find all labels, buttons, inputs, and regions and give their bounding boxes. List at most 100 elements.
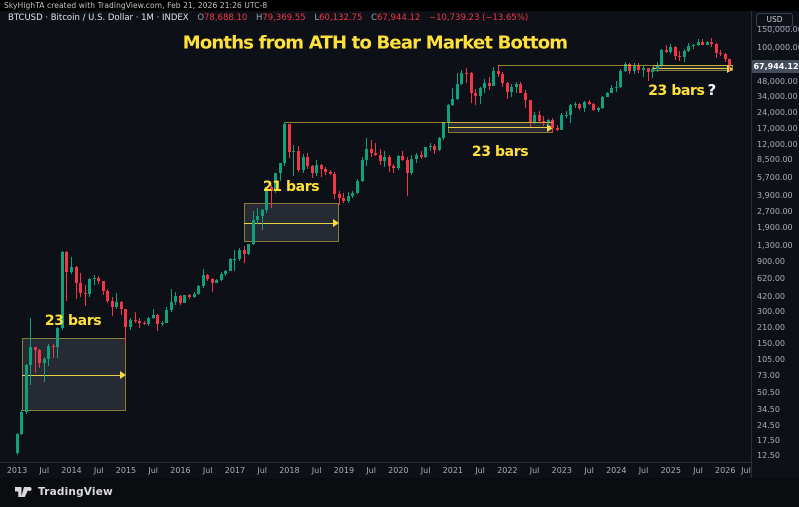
price-tick-label: 210.00	[757, 323, 785, 333]
candle	[660, 50, 664, 65]
candle-wick	[93, 274, 95, 286]
candle	[74, 267, 78, 284]
candle	[265, 187, 269, 210]
price-axis[interactable]: USD 150,000.00 100,000.00 48,000.00 34,000.…	[751, 0, 799, 478]
price-tick-label: 17,000.00	[757, 123, 798, 133]
price-tick-label: 24,000.00	[757, 108, 798, 118]
candle	[79, 283, 83, 293]
bars-count-label[interactable]: 23 bars	[45, 313, 102, 329]
tradingview-logo[interactable]: TradingView	[14, 485, 113, 499]
prior-ath-ray[interactable]	[498, 65, 734, 67]
bars-count-label[interactable]: 21 bars	[263, 179, 320, 195]
candle	[183, 295, 187, 303]
open-label: O	[197, 13, 205, 23]
candle	[138, 321, 142, 323]
candle	[224, 270, 228, 274]
candle	[101, 281, 105, 291]
tradingview-logo-text: TradingView	[38, 486, 113, 498]
time-tick-label: Jul	[148, 466, 159, 475]
bars-count-label[interactable]: 23 bars	[472, 144, 529, 160]
candle	[369, 149, 373, 153]
range-arrow-head	[333, 219, 340, 228]
ath-rays-layer	[284, 65, 734, 123]
candle	[623, 63, 627, 71]
time-tick-label: 2015	[115, 466, 137, 475]
time-tick-label: Jul	[257, 466, 267, 475]
annotation-labels-layer: Months from ATH to Bear Market Bottom 23…	[45, 32, 716, 330]
candle	[287, 123, 291, 152]
time-tick-label: 2025	[660, 466, 681, 475]
candle	[533, 114, 537, 122]
candle	[151, 314, 155, 319]
range-arrow-line	[448, 127, 549, 129]
chart-title-annotation[interactable]: Months from ATH to Bear Market Bottom	[182, 32, 568, 54]
low-label: L	[314, 13, 320, 23]
price-tick-label: 620.00	[757, 274, 785, 284]
chart-plot-area[interactable]: Months from ATH to Bear Market Bottom 23…	[0, 0, 751, 462]
candle	[119, 301, 123, 310]
candle	[405, 159, 409, 173]
candle	[469, 73, 473, 94]
candle-wick	[420, 151, 422, 159]
candle-wick	[565, 110, 567, 119]
candle	[319, 164, 323, 169]
prior-ath-ray[interactable]	[284, 121, 553, 123]
time-tick-label: Jul	[475, 466, 485, 475]
candle	[65, 251, 69, 272]
candle	[269, 187, 273, 191]
candle	[296, 151, 300, 170]
candle	[678, 56, 682, 58]
candle	[337, 194, 341, 198]
candle	[365, 149, 369, 160]
candle	[464, 72, 468, 74]
time-axis[interactable]: 2013 Jul 2014 Jul 2015 Jul 2016 Jul 2017 Jul 2018 J…	[0, 462, 751, 479]
candle	[237, 249, 241, 259]
bars-count-text: 23 bars	[648, 83, 705, 99]
candle	[387, 156, 391, 166]
range-boxes-layer	[21, 64, 734, 411]
candle	[551, 120, 555, 129]
candle	[519, 84, 523, 93]
candle-wick	[70, 257, 72, 274]
candle-wick	[711, 37, 713, 47]
symbol-title[interactable]: BTCUSD · Bitcoin / U.S. Dollar · 1M · IN…	[8, 13, 189, 23]
candle-wick	[465, 68, 467, 83]
candle	[328, 171, 332, 174]
candle	[324, 168, 328, 172]
candle-wick	[34, 346, 36, 373]
candle-wick	[66, 250, 68, 302]
price-tick-label: 300.00	[757, 307, 785, 317]
candle-wick	[370, 140, 372, 158]
price-tick-label: 12.50	[757, 451, 780, 461]
symbol-info-row[interactable]: BTCUSD · Bitcoin / U.S. Dollar · 1M · IN…	[8, 13, 528, 23]
candle	[392, 165, 396, 168]
candle-wick	[692, 43, 694, 50]
candle	[537, 114, 541, 122]
candle	[15, 434, 19, 453]
candle	[301, 156, 305, 170]
price-tick-label: 5,700.00	[757, 173, 793, 183]
range-arrow-line	[21, 374, 122, 376]
candle	[573, 104, 577, 106]
time-tick-label: 2013	[6, 466, 28, 475]
candle	[564, 114, 568, 116]
price-tick-label: 8,500.00	[757, 155, 793, 165]
price-tick-label: 17.50	[757, 436, 780, 446]
candle	[451, 98, 455, 105]
candle	[219, 273, 223, 280]
candle	[42, 359, 46, 364]
candle-wick	[393, 164, 395, 173]
candle	[133, 319, 137, 322]
candle	[455, 84, 459, 99]
time-tick-label: Jul	[638, 466, 649, 475]
candle	[292, 151, 296, 153]
candle	[24, 365, 28, 412]
price-tick-label: 105.00	[757, 354, 785, 364]
currency-toggle-button[interactable]: USD	[756, 13, 793, 27]
candle-wick	[293, 145, 295, 177]
time-tick-label: 2020	[388, 466, 409, 475]
bars-count-label[interactable]: 23 bars?	[648, 81, 716, 99]
candle	[687, 46, 691, 52]
candle	[201, 275, 205, 287]
price-tick-label: 3,900.00	[757, 190, 793, 200]
